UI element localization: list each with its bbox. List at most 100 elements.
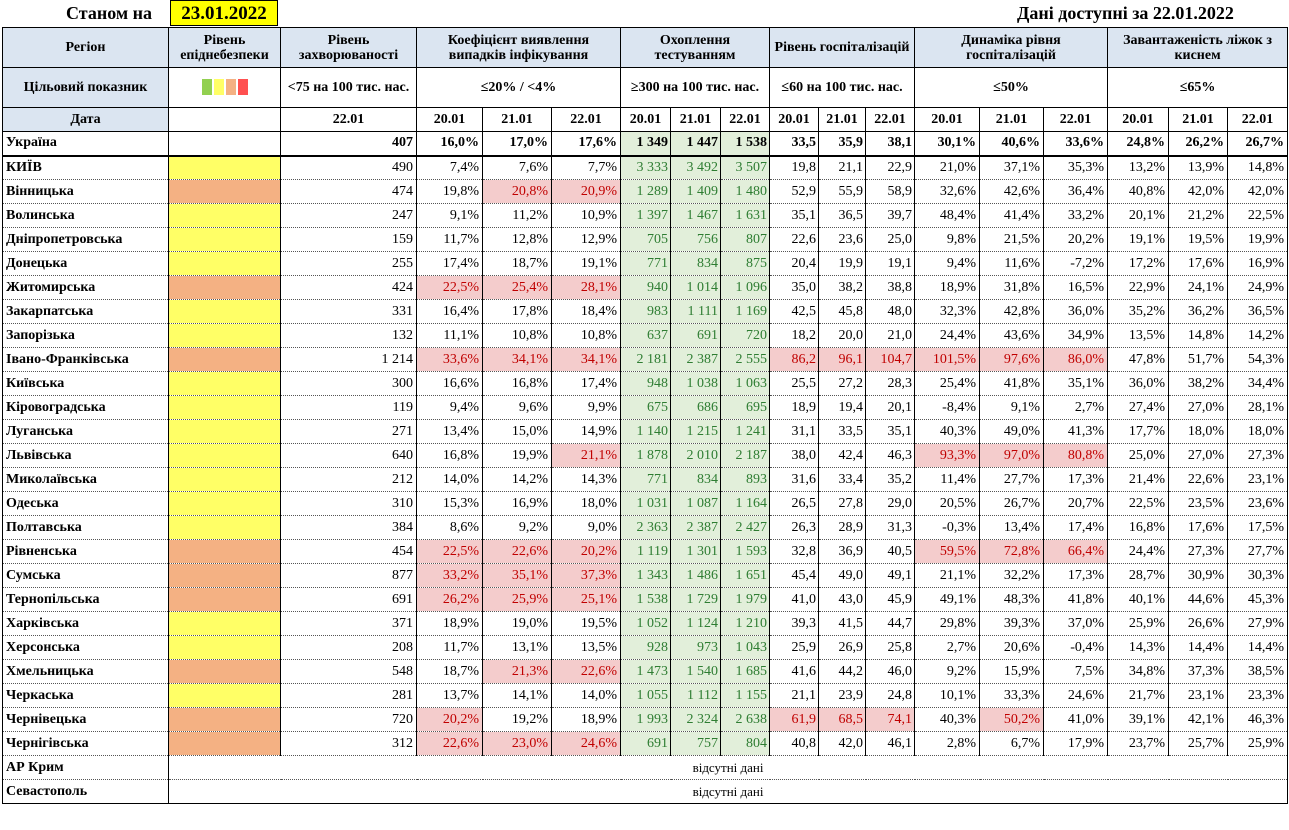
positivity-cell: 10,9% — [551, 203, 621, 228]
table-row: Запорізька 132 11,1% 10,8% 10,8% 637 691 720 18,… — [2, 323, 1289, 348]
hosp-dyn-cell: -7,2% — [1043, 251, 1109, 276]
hosp-dyn-cell: 10,1% — [914, 683, 980, 708]
region-name: Вінницька — [2, 179, 169, 204]
oxygen-cell: 46,3% — [1227, 707, 1289, 732]
date-test-1: 20.01 — [620, 107, 671, 132]
oxygen-cell: 36,0% — [1107, 371, 1170, 396]
hosp-dyn-cell: 25,4% — [914, 371, 980, 396]
positivity-cell: 10,8% — [482, 323, 552, 348]
col-oxygen: Завантаженість ліжок з киснем — [1107, 27, 1289, 68]
oxygen-cell: 14,8% — [1227, 155, 1289, 180]
positivity-cell: 16,6% — [416, 371, 483, 396]
table-row: Житомирська 424 22,5% 25,4% 28,1% 940 1 014 1 0… — [2, 275, 1289, 300]
testing-cell: 807 — [720, 227, 770, 252]
hosp-dyn-cell: 15,9% — [979, 659, 1044, 684]
oxygen-cell: 34,8% — [1107, 659, 1170, 684]
positivity-cell: 16,0% — [416, 131, 483, 157]
oxygen-cell: 14,4% — [1227, 635, 1289, 660]
hosp-dyn-cell: 97,6% — [979, 347, 1044, 372]
hosp-cell: 41,0 — [769, 587, 819, 612]
target-swatch — [201, 79, 212, 96]
positivity-cell: 18,4% — [551, 299, 621, 324]
positivity-cell: 13,4% — [416, 419, 483, 444]
testing-cell: 1 164 — [720, 491, 770, 516]
oxygen-cell: 22,5% — [1227, 203, 1289, 228]
date-pos-1: 20.01 — [416, 107, 483, 132]
oxygen-cell: 28,7% — [1107, 563, 1170, 588]
oxygen-cell: 17,6% — [1168, 251, 1229, 276]
positivity-cell: 17,4% — [416, 251, 483, 276]
positivity-cell: 16,8% — [482, 371, 552, 396]
incidence-cell: 424 — [280, 275, 417, 300]
testing-cell: 1 155 — [720, 683, 770, 708]
oxygen-cell: 23,1% — [1227, 467, 1289, 492]
positivity-cell: 18,7% — [416, 659, 483, 684]
hosp-dyn-cell: -0,4% — [1043, 635, 1109, 660]
positivity-cell: 18,9% — [551, 707, 621, 732]
oxygen-cell: 47,8% — [1107, 347, 1170, 372]
hosp-cell: 35,0 — [769, 275, 819, 300]
hosp-cell: 20,0 — [818, 323, 866, 348]
table-row-missing: АР Крим відсутні дані — [2, 755, 1289, 780]
level-cell — [168, 539, 281, 564]
hosp-dyn-cell: 26,7% — [979, 491, 1044, 516]
hosp-dyn-cell: 17,4% — [1043, 515, 1109, 540]
oxygen-cell: 17,2% — [1107, 251, 1170, 276]
testing-cell: 2 363 — [620, 515, 671, 540]
table-row: Львівська 640 16,8% 19,9% 21,1% 1 878 2 010 2 1… — [2, 443, 1289, 468]
hosp-cell: 44,2 — [818, 659, 866, 684]
table-row: Луганська 271 13,4% 15,0% 14,9% 1 140 1 215 1 2… — [2, 419, 1289, 444]
hosp-dyn-cell: 40,6% — [979, 131, 1044, 157]
oxygen-cell: 23,5% — [1168, 491, 1229, 516]
incidence-cell: 1 214 — [280, 347, 417, 372]
hosp-cell: 38,1 — [865, 131, 915, 157]
testing-cell: 1 031 — [620, 491, 671, 516]
positivity-cell: 9,0% — [551, 515, 621, 540]
incidence-cell: 271 — [280, 419, 417, 444]
testing-cell: 893 — [720, 467, 770, 492]
region-name: Хмельницька — [2, 659, 169, 684]
col-region: Регіон — [2, 27, 169, 68]
target-label: Цільовий показник — [2, 67, 169, 108]
testing-cell: 686 — [670, 395, 721, 420]
level-cell — [168, 131, 281, 157]
hosp-cell: 26,5 — [769, 491, 819, 516]
region-name: Херсонська — [2, 635, 169, 660]
testing-cell: 983 — [620, 299, 671, 324]
hosp-cell: 58,9 — [865, 179, 915, 204]
region-name: Закарпатська — [2, 299, 169, 324]
positivity-cell: 19,5% — [551, 611, 621, 636]
hosp-dyn-cell: 9,2% — [914, 659, 980, 684]
incidence-cell: 490 — [280, 155, 417, 180]
positivity-cell: 9,1% — [416, 203, 483, 228]
hosp-dyn-cell: 40,3% — [914, 707, 980, 732]
testing-cell: 1 087 — [670, 491, 721, 516]
table-row-missing: Севастополь відсутні дані — [2, 779, 1289, 804]
oxygen-cell: 36,2% — [1168, 299, 1229, 324]
hosp-cell: 26,3 — [769, 515, 819, 540]
level-cell — [168, 419, 281, 444]
hosp-dyn-cell: 97,0% — [979, 443, 1044, 468]
table-row: Хмельницька 548 18,7% 21,3% 22,6% 1 473 1 540 1… — [2, 659, 1289, 684]
date-level-empty — [168, 107, 281, 132]
date-pos-3: 22.01 — [551, 107, 621, 132]
oxygen-cell: 21,2% — [1168, 203, 1229, 228]
testing-cell: 928 — [620, 635, 671, 660]
region-name: Полтавська — [2, 515, 169, 540]
hosp-cell: 25,5 — [769, 371, 819, 396]
hosp-cell: 19,8 — [769, 155, 819, 180]
col-positivity: Коефіцієнт виявлення випадків інфікуванн… — [416, 27, 621, 68]
hosp-cell: 31,3 — [865, 515, 915, 540]
level-cell — [168, 731, 281, 756]
positivity-cell: 19,9% — [482, 443, 552, 468]
region-name: Севастополь — [2, 779, 169, 804]
missing-note: відсутні дані — [168, 779, 1289, 804]
table-row: КИЇВ 490 7,4% 7,6% 7,7% 3 333 3 492 3 507 19,8 21… — [2, 155, 1289, 180]
hosp-dyn-cell: 11,4% — [914, 467, 980, 492]
region-name: Луганська — [2, 419, 169, 444]
positivity-cell: 9,9% — [551, 395, 621, 420]
asof-label: Станом на — [66, 3, 152, 23]
testing-cell: 2 638 — [720, 707, 770, 732]
hosp-cell: 22,6 — [769, 227, 819, 252]
level-cell — [168, 443, 281, 468]
